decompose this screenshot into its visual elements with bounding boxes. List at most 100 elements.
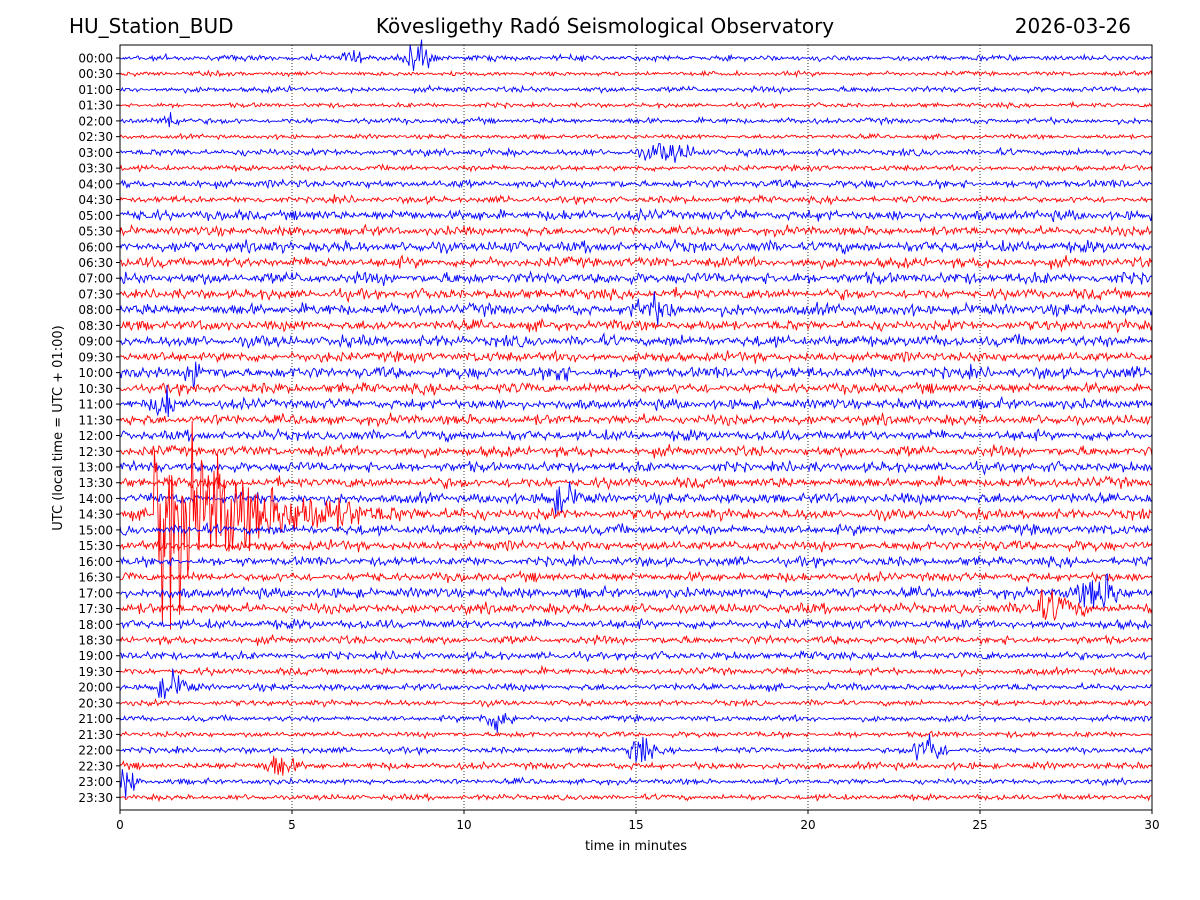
trace-row-1000: [119, 361, 1153, 388]
y-tick-label: 17:30: [78, 602, 113, 616]
trace-row-0830: [119, 317, 1153, 334]
y-tick-label: 15:30: [78, 539, 113, 553]
y-tick-label: 06:00: [78, 240, 113, 254]
y-tick-label: 20:00: [78, 681, 113, 695]
trace-row-2330: [119, 792, 1153, 803]
x-tick-label: 15: [628, 818, 643, 832]
trace-row-0100: [119, 84, 1153, 95]
trace-row-0500: [119, 207, 1153, 223]
trace-row-0900: [119, 332, 1153, 349]
trace-row-0430: [119, 193, 1153, 206]
trace-row-0600: [119, 238, 1153, 255]
y-tick-label: 23:30: [78, 791, 113, 805]
trace-row-1300: [119, 459, 1153, 476]
trace-row-0700: [119, 270, 1153, 286]
trace-row-1900: [119, 649, 1153, 663]
trace-row-0300: [119, 142, 1153, 163]
x-grid: [291, 45, 981, 810]
y-tick-label: 05:30: [78, 225, 113, 239]
y-tick-label: 01:00: [78, 83, 113, 97]
trace-row-2200: [119, 734, 1153, 763]
y-tick-label: 19:00: [78, 649, 113, 663]
trace-row-2030: [119, 698, 1153, 709]
trace-row-2230: [119, 755, 1153, 776]
y-tick-label: 10:30: [78, 382, 113, 396]
y-tick-label: 18:30: [78, 634, 113, 648]
x-tick-label: 30: [1144, 818, 1159, 832]
x-tick-label: 5: [288, 818, 296, 832]
y-tick-label: 03:30: [78, 162, 113, 176]
trace-group: [119, 39, 1153, 803]
y-tick-label: 12:00: [78, 429, 113, 443]
y-tick-label: 16:00: [78, 555, 113, 569]
trace-row-1200: [119, 427, 1153, 443]
y-tick-label: 23:00: [78, 775, 113, 789]
trace-row-0230: [119, 132, 1153, 142]
trace-row-0030: [119, 69, 1153, 79]
trace-row-2300: [119, 769, 1153, 798]
y-tick-label: 11:30: [78, 413, 113, 427]
y-tick-label: 19:30: [78, 665, 113, 679]
y-tick-label: 10:00: [78, 366, 113, 380]
y-axis-label: UTC (local time = UTC + 01:00): [51, 325, 66, 530]
trace-row-2000: [119, 668, 1153, 699]
y-tick-label: 04:00: [78, 177, 113, 191]
trace-row-1100: [119, 384, 1153, 418]
y-tick-label: 09:30: [78, 350, 113, 364]
x-tick-label: 25: [972, 818, 987, 832]
y-tick-label: 14:00: [78, 492, 113, 506]
y-tick-label: 14:30: [78, 508, 113, 522]
y-tick-label: 03:00: [78, 146, 113, 160]
trace-row-1730: [119, 589, 1153, 622]
y-tick-label: 20:30: [78, 696, 113, 710]
x-tick-label: 0: [116, 818, 124, 832]
y-tick-label: 07:30: [78, 287, 113, 301]
observatory-title: Köveslig­ethy Radó Seismological Observa…: [375, 14, 835, 38]
date-title: 2026-03-26: [1014, 14, 1131, 38]
y-tick-label: 16:30: [78, 571, 113, 585]
trace-row-1130: [119, 412, 1153, 428]
y-tick-label: 15:00: [78, 523, 113, 537]
x-axis: 0 5 10 15 20 25 30: [116, 810, 1160, 832]
y-tick-label: 00:30: [78, 67, 113, 81]
y-tick-label: 12:30: [78, 445, 113, 459]
trace-row-1400: [119, 481, 1153, 515]
trace-row-1430: [119, 420, 1153, 630]
trace-row-1630: [119, 569, 1153, 584]
y-tick-label: 01:30: [78, 99, 113, 113]
y-tick-label: 22:30: [78, 759, 113, 773]
trace-row-1600: [119, 554, 1153, 569]
station-title: HU_Station_BUD: [69, 14, 234, 38]
trace-row-0530: [119, 223, 1153, 238]
y-tick-label: 11:00: [78, 398, 113, 412]
trace-row-0000: [119, 39, 1153, 71]
y-tick-label: 09:00: [78, 335, 113, 349]
trace-row-0930: [119, 349, 1153, 364]
y-tick-label: 22:00: [78, 744, 113, 758]
y-tick-label: 07:00: [78, 272, 113, 286]
trace-row-2130: [119, 730, 1153, 740]
y-tick-label: 21:00: [78, 712, 113, 726]
y-tick-label: 17:00: [78, 586, 113, 600]
trace-row-1330: [119, 475, 1153, 491]
trace-row-1230: [119, 443, 1153, 460]
trace-row-2100: [119, 713, 1153, 733]
trace-row-0800: [119, 291, 1153, 326]
trace-row-0200: [119, 112, 1153, 128]
trace-row-0400: [119, 177, 1153, 190]
y-tick-label: 13:30: [78, 476, 113, 490]
trace-row-1500: [119, 521, 1153, 538]
x-tick-label: 10: [456, 818, 471, 832]
y-tick-label: 05:00: [78, 209, 113, 223]
y-tick-label: 18:00: [78, 618, 113, 632]
trace-row-1030: [119, 381, 1153, 397]
trace-row-1930: [119, 664, 1153, 678]
trace-row-1800: [119, 617, 1153, 631]
y-tick-label: 08:00: [78, 303, 113, 317]
trace-row-0130: [119, 100, 1153, 110]
y-tick-label: 08:30: [78, 319, 113, 333]
x-axis-label: time in minutes: [585, 839, 687, 854]
y-tick-label: 21:30: [78, 728, 113, 742]
